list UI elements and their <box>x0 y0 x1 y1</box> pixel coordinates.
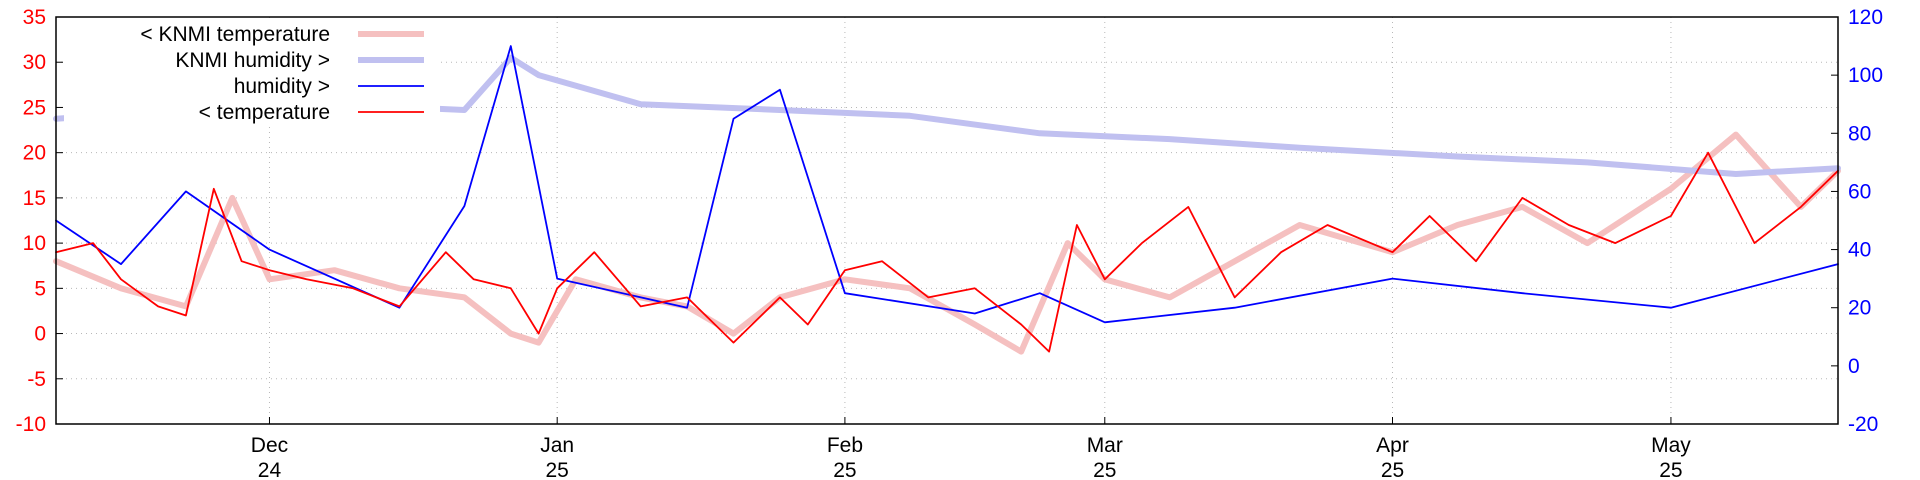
grid <box>56 17 1838 424</box>
y-right-tick-label: 40 <box>1848 239 1871 262</box>
axes: -10 -5 0 5 10 15 20 25 30 35 -20 0 20 40 60 80 100 120 Dec… <box>16 6 1883 480</box>
x-tick-label-month: Apr <box>1376 434 1409 457</box>
x-tick-label-month: Jan <box>540 434 574 457</box>
legend-label-knmi-temperature: < KNMI temperature <box>140 23 330 46</box>
y-left-tick-label: 10 <box>23 232 46 255</box>
legend-label-temperature: < temperature <box>199 101 330 124</box>
x-tick-label-month: Feb <box>827 434 863 457</box>
legend-label-knmi-humidity: KNMI humidity > <box>175 49 330 72</box>
legend-label-humidity: humidity > <box>234 75 330 98</box>
x-tick-label-month: May <box>1651 434 1691 457</box>
x-tick-label-month: Mar <box>1087 434 1123 457</box>
y-right-tick-label: -20 <box>1848 413 1878 436</box>
y-left-tick-label: 0 <box>34 323 46 346</box>
y-right-tick-label: 0 <box>1848 355 1860 378</box>
y-left-tick-label: 35 <box>23 6 46 29</box>
x-tick-label-year: 25 <box>1093 459 1116 480</box>
y-right-tick-label: 60 <box>1848 180 1871 203</box>
x-tick-label-month: Dec <box>251 434 288 457</box>
x-tick-label-year: 25 <box>1659 459 1682 480</box>
y-left-tick-label: -10 <box>16 413 46 436</box>
x-tick-label-year: 25 <box>833 459 856 480</box>
y-right-tick-label: 100 <box>1848 64 1883 87</box>
y-left-tick-label: 30 <box>23 51 46 74</box>
y-left-tick-label: 15 <box>23 187 46 210</box>
y-right-tick-label: 80 <box>1848 122 1871 145</box>
series-line-humidity <box>55 45 1839 324</box>
series-line-temperature <box>55 151 1839 353</box>
x-tick-label-year: 25 <box>546 459 569 480</box>
y-left-tick-label: 25 <box>23 96 46 119</box>
y-right-tick-label: 20 <box>1848 297 1871 320</box>
y-left-tick-label: 20 <box>23 142 46 165</box>
y-left-tick-label: -5 <box>27 368 46 391</box>
legend: < KNMI temperature KNMI humidity > humidit… <box>64 19 440 127</box>
x-tick-label-year: 25 <box>1381 459 1404 480</box>
y-left-tick-label: 5 <box>34 277 46 300</box>
series-line-knmi-temperature <box>53 131 1841 355</box>
x-tick-label-year: 24 <box>258 459 282 480</box>
plot-frame <box>55 16 1839 425</box>
y-right-tick-label: 120 <box>1848 6 1883 29</box>
